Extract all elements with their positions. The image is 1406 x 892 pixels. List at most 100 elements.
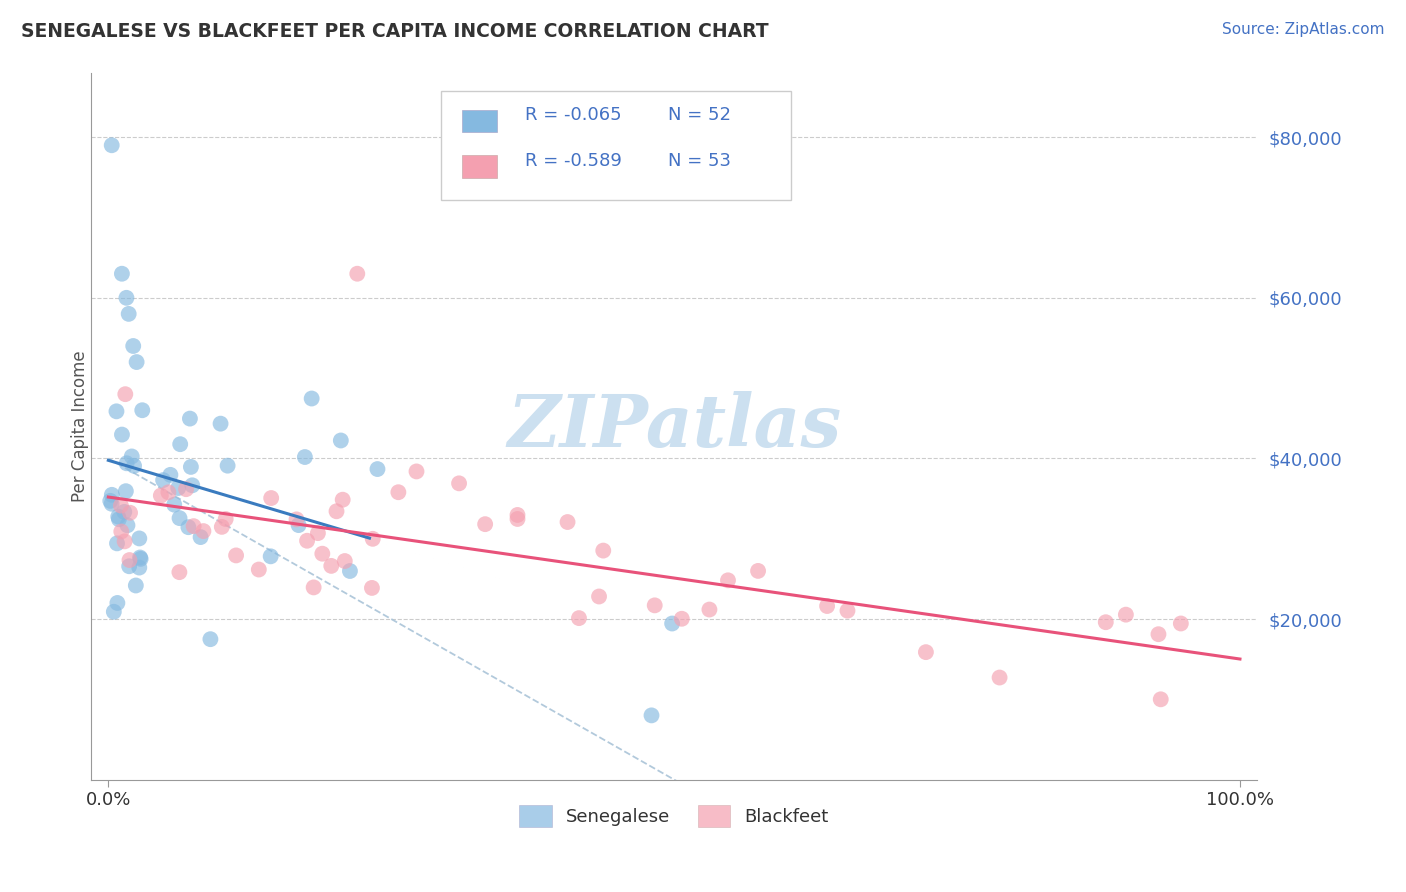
Point: [180, 459, 202, 474]
Text: N = 53: N = 53: [668, 153, 731, 170]
Point: [110, 499, 132, 513]
Point: [169, 437, 191, 451]
Point: [103, 605, 125, 619]
Point: [215, 512, 238, 526]
Point: [115, 291, 138, 305]
Point: [115, 456, 138, 470]
Point: [114, 387, 136, 401]
Point: [183, 519, 205, 533]
Point: [179, 411, 201, 425]
Point: [815, 599, 838, 613]
Text: N = 52: N = 52: [668, 106, 731, 124]
Point: [217, 458, 239, 473]
Point: [329, 434, 352, 448]
Point: [149, 489, 172, 503]
Point: [105, 536, 128, 550]
Point: [247, 562, 270, 576]
Point: [129, 552, 152, 566]
Point: [118, 553, 141, 567]
Point: [557, 515, 579, 529]
Point: [115, 484, 138, 499]
Point: [287, 518, 309, 533]
Point: [1170, 616, 1192, 631]
FancyBboxPatch shape: [441, 91, 790, 200]
Point: [163, 498, 186, 512]
Point: [225, 549, 247, 563]
Point: [112, 505, 135, 519]
Point: [717, 574, 740, 588]
Point: [915, 645, 938, 659]
Point: [1147, 627, 1170, 641]
Point: [101, 488, 124, 502]
Point: [311, 547, 333, 561]
Point: [837, 604, 859, 618]
Point: [120, 506, 142, 520]
Point: [209, 417, 232, 431]
Point: [405, 465, 427, 479]
Legend: Senegalese, Blackfeet: Senegalese, Blackfeet: [512, 797, 837, 834]
Point: [100, 497, 122, 511]
Point: [1115, 607, 1137, 622]
Bar: [463, 110, 498, 132]
Point: [366, 462, 388, 476]
Point: [177, 520, 200, 534]
Point: [588, 590, 610, 604]
Point: [699, 602, 721, 616]
Point: [174, 482, 197, 496]
Point: [506, 512, 529, 526]
Point: [117, 518, 139, 533]
Point: [260, 491, 283, 505]
Point: [128, 560, 150, 574]
Point: [118, 559, 141, 574]
Point: [568, 611, 591, 625]
Point: [325, 504, 347, 518]
Point: [294, 450, 316, 464]
Point: [449, 476, 471, 491]
Point: [181, 478, 204, 492]
Point: [1150, 692, 1173, 706]
Point: [193, 524, 215, 538]
Point: [108, 512, 131, 526]
Point: [295, 533, 318, 548]
Point: [301, 392, 323, 406]
Point: [644, 599, 666, 613]
Point: [169, 565, 191, 579]
Point: [211, 520, 233, 534]
Text: SENEGALESE VS BLACKFEET PER CAPITA INCOME CORRELATION CHART: SENEGALESE VS BLACKFEET PER CAPITA INCOM…: [21, 22, 769, 41]
Point: [747, 564, 769, 578]
Point: [332, 492, 354, 507]
Point: [98, 494, 121, 508]
Point: [122, 458, 145, 473]
Point: [506, 508, 529, 522]
Point: [111, 267, 134, 281]
Point: [661, 616, 683, 631]
Point: [105, 596, 128, 610]
Point: [169, 511, 191, 525]
Point: [640, 708, 662, 723]
Point: [200, 632, 222, 647]
Point: [387, 485, 409, 500]
Point: [131, 403, 153, 417]
Text: R = -0.065: R = -0.065: [524, 106, 621, 124]
Point: [285, 512, 308, 526]
Point: [1094, 615, 1116, 630]
Text: ZIPatlas: ZIPatlas: [508, 391, 841, 462]
Point: [110, 524, 132, 539]
Point: [100, 138, 122, 153]
Point: [321, 558, 343, 573]
Point: [122, 339, 145, 353]
Point: [474, 517, 496, 532]
Point: [157, 485, 180, 500]
Point: [302, 581, 325, 595]
Point: [361, 532, 384, 546]
Point: [361, 581, 384, 595]
Point: [333, 554, 356, 568]
Point: [152, 473, 174, 487]
Point: [260, 549, 283, 564]
Point: [167, 481, 190, 495]
Point: [111, 427, 134, 442]
Point: [107, 509, 129, 524]
Point: [339, 564, 361, 578]
Point: [592, 543, 614, 558]
Point: [159, 467, 181, 482]
